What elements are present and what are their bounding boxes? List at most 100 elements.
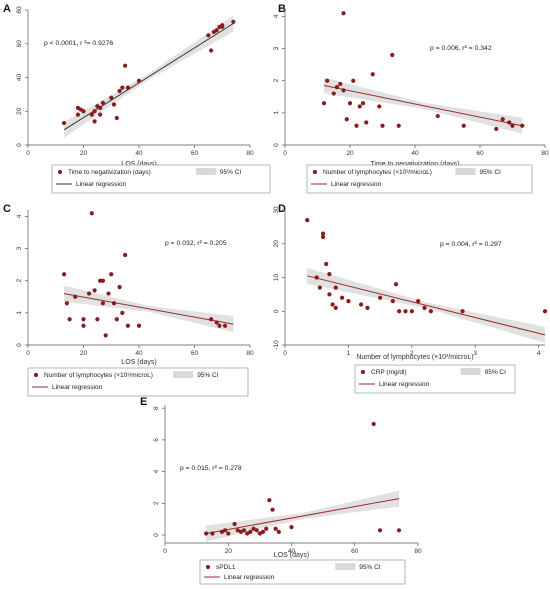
data-point: [520, 123, 525, 128]
data-point: [276, 529, 281, 534]
y-tick-label: 2: [153, 501, 160, 505]
legend-dot-marker: [57, 169, 63, 175]
x-tick-label: 40: [288, 548, 296, 555]
data-point: [226, 531, 231, 536]
data-point: [330, 302, 335, 307]
data-point: [365, 305, 370, 310]
data-point: [114, 317, 119, 322]
data-point: [422, 305, 427, 310]
data-point: [67, 317, 72, 322]
y-tick-label: 0: [16, 343, 23, 347]
legend: Number of lymphocytes (×10³/microL) 95% C…: [306, 164, 533, 194]
y-tick-label: 0: [273, 143, 280, 147]
data-point: [120, 310, 125, 315]
data-point: [75, 112, 81, 117]
regression-line: [323, 85, 523, 127]
data-point: [341, 11, 346, 16]
data-point: [92, 288, 97, 293]
data-point: [347, 101, 353, 106]
legend-dot-marker: [205, 564, 211, 570]
legend-label: Number of lymphocytes (×10³/microL): [44, 372, 153, 379]
data-point: [507, 120, 512, 125]
legend-box: [306, 164, 533, 194]
data-point: [89, 211, 94, 216]
y-tick-label: 0: [16, 143, 23, 147]
data-point: [331, 91, 336, 96]
legend-label: Linear regression: [76, 181, 127, 188]
x-tick-label: 40: [135, 350, 143, 357]
x-tick-label: 4: [537, 350, 541, 357]
legend-box: [27, 367, 249, 397]
x-axis-label: LOS (days): [274, 552, 309, 559]
data-point: [95, 317, 100, 322]
data-point: [500, 117, 505, 122]
panel-letter: E: [140, 396, 147, 408]
data-point: [346, 299, 351, 304]
regression-line: [307, 275, 546, 336]
legend: Time to negativization (days) 95% CI Linea…: [51, 164, 271, 194]
data-point: [325, 78, 330, 83]
x-axis-label: Time to negativization (days): [370, 161, 459, 168]
data-point: [238, 529, 243, 534]
panel-c: C 0 20 40 60 80 0 1 2 3 4 LOS (days) p = 0.032, r² =…: [3, 203, 254, 397]
regression-line: [63, 23, 234, 131]
y-tick-label: 2: [16, 279, 23, 283]
x-tick-label: 60: [191, 350, 199, 357]
y-tick-label: 0: [273, 309, 280, 313]
legend-label: Number of lymphocytes (×10³/microL): [323, 169, 432, 176]
stat-annotation: p = 0.032, r² = 0.205: [165, 240, 227, 247]
data-point: [89, 112, 94, 117]
data-point: [396, 528, 402, 533]
x-tick-label: 80: [541, 150, 549, 157]
data-point: [377, 104, 382, 109]
data-point: [334, 85, 340, 90]
data-point: [396, 123, 401, 128]
y-tick-label: 1: [273, 111, 280, 115]
data-point: [397, 309, 402, 314]
data-point: [111, 102, 117, 107]
data-point: [260, 529, 266, 534]
data-point: [111, 301, 117, 306]
data-point: [393, 282, 399, 287]
x-tick-label: 60: [351, 548, 359, 555]
data-point: [327, 272, 332, 277]
data-point: [254, 528, 259, 533]
data-point: [542, 309, 548, 314]
y-tick-label: 4: [153, 469, 160, 473]
data-point: [114, 115, 119, 121]
panel-e: E 0 20 40 60 80 0 2 4 6 8 LOS (days) p = 0.015, r² =…: [140, 396, 422, 585]
legend-label: 95% CI: [480, 169, 502, 176]
data-point: [136, 78, 142, 83]
data-point: [217, 323, 222, 328]
data-point: [364, 120, 369, 125]
x-tick-label: 80: [246, 350, 254, 357]
x-tick-label: 40: [135, 150, 143, 157]
x-tick-label: 3: [473, 350, 477, 357]
y-tick-label: -10: [273, 340, 280, 350]
data-point: [390, 52, 395, 58]
data-point: [204, 531, 209, 536]
panel-a: A 0 20 40 60 80 0 20 40 60 80 LOS (days) p < 0.0001,…: [3, 3, 271, 194]
data-point: [241, 528, 247, 533]
data-point: [103, 333, 108, 338]
data-point: [98, 112, 103, 117]
panel-b: B 0 20 40 60 80 0 1 2 3 4 Time to negativization (d…: [273, 3, 549, 194]
data-point: [344, 117, 349, 122]
data-point: [209, 48, 214, 53]
legend-label: 95% CI: [359, 564, 381, 571]
x-tick-label: 2: [410, 350, 414, 357]
data-point: [460, 309, 465, 314]
legend: CRP (mg/dl) 95% CI Linear regression: [354, 364, 516, 394]
data-point: [257, 531, 262, 536]
panel-letter: C: [3, 203, 11, 215]
data-point: [327, 292, 332, 297]
x-tick-label: 60: [476, 150, 484, 157]
data-point: [324, 261, 329, 267]
x-tick-label: 0: [283, 350, 287, 357]
x-tick-label: 1: [347, 350, 351, 357]
data-point: [81, 323, 86, 328]
data-point: [109, 95, 114, 100]
y-tick-label: 4: [16, 214, 23, 218]
data-point: [351, 78, 356, 83]
legend-label: Linear regression: [379, 381, 430, 388]
